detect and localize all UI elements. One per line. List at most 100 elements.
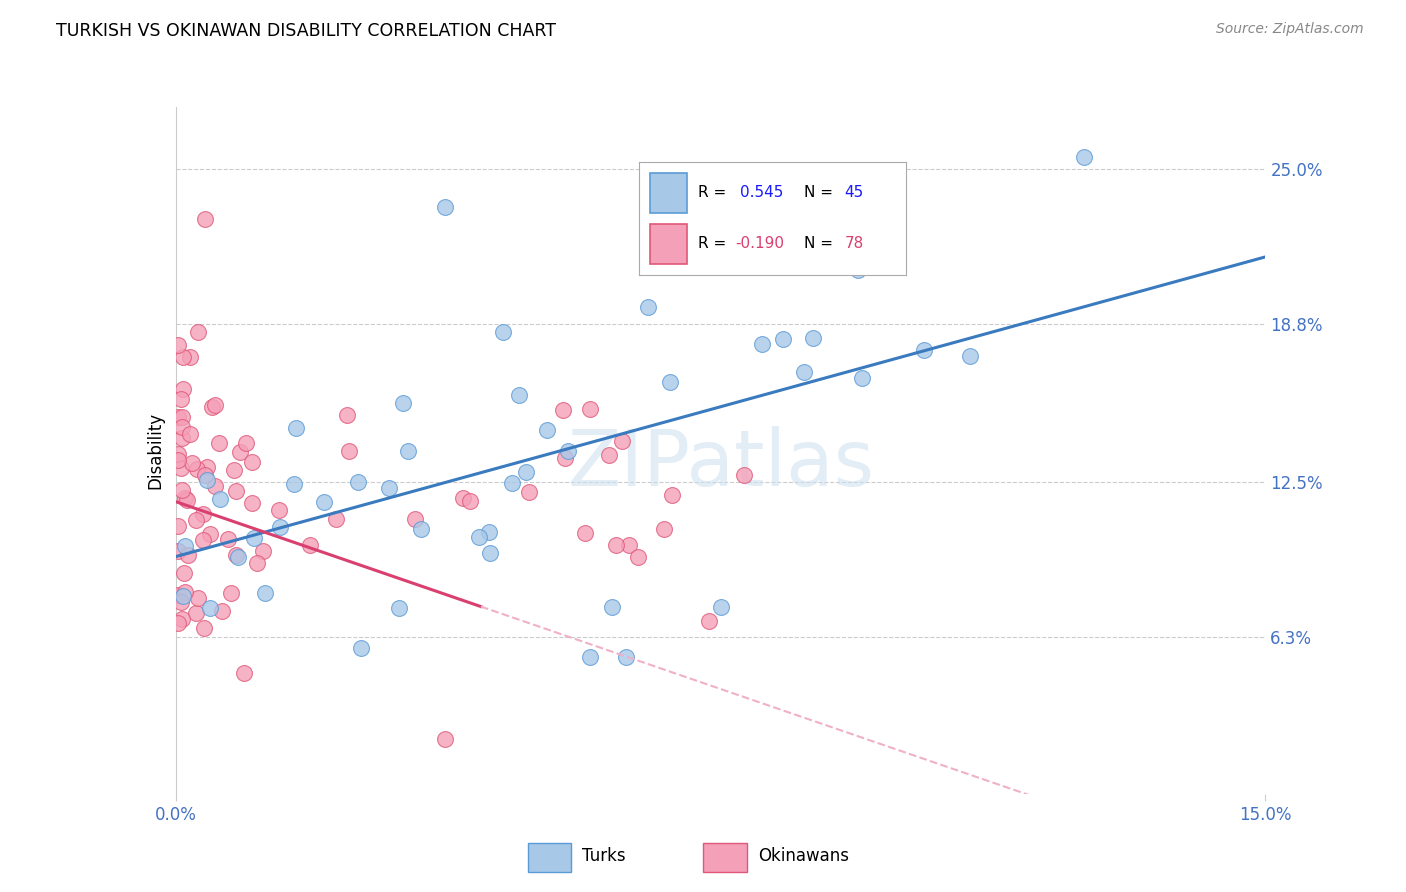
Text: -0.190: -0.190 — [735, 236, 785, 251]
Point — [174, 491, 197, 505]
Point — [181, 456, 204, 470]
Point — [404, 512, 426, 526]
Point — [478, 525, 501, 540]
Text: Okinawans: Okinawans — [758, 847, 849, 865]
Point — [170, 392, 193, 406]
Point — [336, 409, 359, 423]
Point — [396, 444, 419, 458]
Point — [433, 200, 456, 214]
Point — [846, 263, 869, 277]
Point — [492, 325, 515, 339]
Point — [173, 566, 195, 581]
Point — [610, 434, 633, 449]
Point — [517, 485, 540, 500]
Point — [661, 487, 683, 501]
Point — [283, 476, 305, 491]
Text: Source: ZipAtlas.com: Source: ZipAtlas.com — [1216, 22, 1364, 37]
Point — [710, 599, 733, 614]
Text: N =: N = — [804, 236, 834, 251]
Point — [211, 603, 233, 617]
Point — [174, 584, 197, 599]
Text: R =: R = — [697, 236, 725, 251]
Point — [204, 479, 226, 493]
Point — [254, 586, 277, 600]
Point — [243, 531, 266, 545]
Point — [201, 400, 224, 414]
Point — [167, 588, 190, 602]
Point — [337, 444, 360, 458]
Point — [170, 483, 193, 498]
Point — [579, 401, 602, 416]
Point — [240, 455, 263, 469]
Point — [232, 665, 254, 680]
Point — [172, 409, 194, 424]
Text: 45: 45 — [845, 185, 863, 200]
Point — [458, 494, 481, 508]
Point — [627, 550, 650, 565]
Point — [167, 447, 190, 461]
Point — [177, 548, 200, 562]
Point — [600, 599, 623, 614]
FancyBboxPatch shape — [527, 843, 571, 872]
Point — [314, 495, 336, 509]
Point — [347, 475, 370, 489]
Point — [658, 375, 681, 389]
Point — [269, 520, 291, 534]
Point — [176, 493, 198, 508]
Point — [228, 549, 250, 564]
Point — [267, 503, 290, 517]
Point — [745, 250, 768, 264]
Point — [411, 522, 433, 536]
Y-axis label: Disability: Disability — [146, 412, 165, 489]
Point — [172, 590, 194, 604]
Point — [391, 396, 413, 410]
Point — [219, 586, 242, 600]
Point — [225, 483, 247, 498]
Text: ZIPatlas: ZIPatlas — [567, 426, 875, 502]
Point — [209, 491, 232, 506]
Point — [172, 612, 194, 626]
Point — [637, 300, 659, 314]
Point — [195, 473, 218, 487]
Text: TURKISH VS OKINAWAN DISABILITY CORRELATION CHART: TURKISH VS OKINAWAN DISABILITY CORRELATI… — [56, 22, 557, 40]
Point — [515, 465, 537, 479]
Point — [598, 448, 620, 462]
Point — [252, 543, 274, 558]
Point — [551, 403, 574, 417]
Point — [167, 409, 190, 424]
Point — [772, 332, 794, 346]
Point — [194, 468, 217, 483]
Point — [173, 539, 195, 553]
Point — [208, 436, 231, 450]
FancyBboxPatch shape — [703, 843, 747, 872]
Point — [388, 600, 411, 615]
Point — [179, 426, 201, 441]
Point — [298, 539, 321, 553]
Point — [959, 349, 981, 363]
Point — [536, 423, 558, 437]
Point — [325, 512, 347, 526]
Point — [614, 649, 637, 664]
Point — [350, 641, 373, 656]
Point — [793, 365, 815, 379]
Point — [1073, 150, 1095, 164]
Point — [557, 444, 579, 458]
Point — [194, 212, 217, 227]
Point — [235, 435, 257, 450]
Point — [179, 350, 201, 364]
Point — [167, 616, 190, 631]
Point — [170, 460, 193, 475]
Point — [479, 545, 502, 559]
Point — [204, 398, 226, 412]
Point — [167, 452, 190, 467]
Point — [468, 530, 491, 544]
Point — [172, 432, 194, 446]
Text: 78: 78 — [845, 236, 863, 251]
Point — [172, 350, 194, 364]
Point — [198, 601, 221, 615]
Point — [193, 507, 215, 521]
Point — [184, 513, 207, 527]
Point — [191, 533, 214, 548]
Point — [617, 538, 640, 552]
Text: N =: N = — [804, 185, 834, 200]
